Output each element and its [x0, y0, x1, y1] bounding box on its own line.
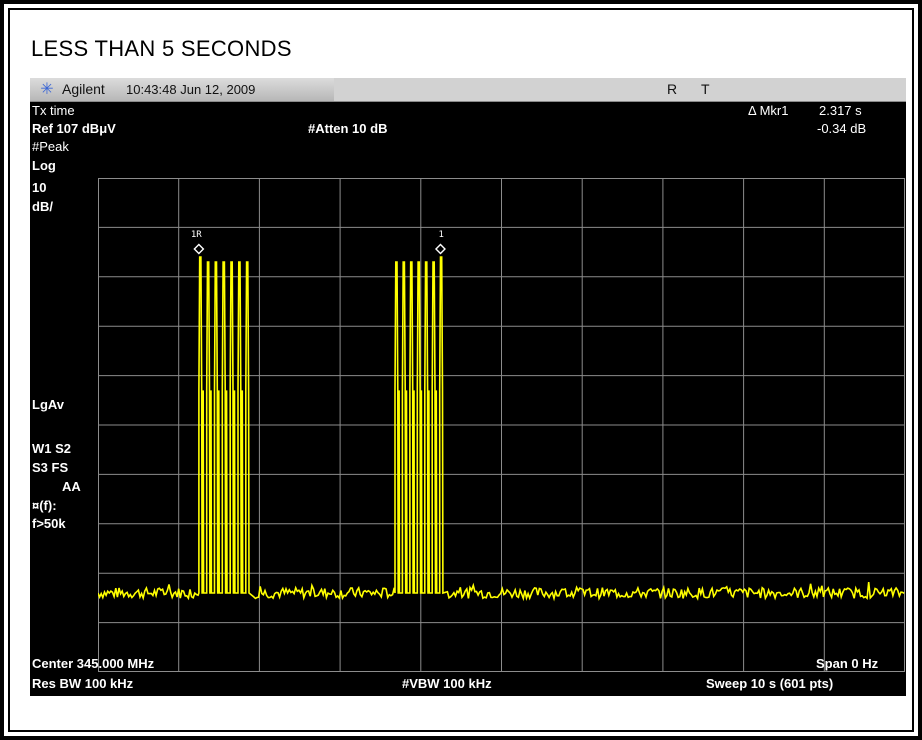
delta-marker-icon	[434, 243, 446, 255]
marker-delta-time: 2.317 s	[819, 103, 862, 118]
title-bar-logo-area: ✳ Agilent 10:43:48 Jun 12, 2009	[30, 78, 334, 101]
title-bar: ✳ Agilent 10:43:48 Jun 12, 2009 R T	[30, 78, 906, 102]
scale-value-label: 10	[32, 180, 47, 195]
span-readout: Span 0 Hz	[816, 656, 879, 671]
sweep-readout: Sweep 10 s (601 pts)	[706, 676, 834, 691]
display-line-3: AA	[62, 479, 81, 494]
trigger-indicator: T	[701, 81, 710, 97]
analyzer-window: ✳ Agilent 10:43:48 Jun 12, 2009 R T Tx t…	[30, 78, 906, 696]
trace-line	[98, 256, 905, 602]
resolution-bandwidth: Res BW 100 kHz	[32, 676, 134, 691]
marker-delta-amplitude: -0.34 dB	[817, 121, 867, 136]
attenuation: #Atten 10 dB	[308, 121, 388, 136]
marker-group: 1R 1	[191, 230, 446, 255]
center-frequency: Center 345.000 MHz	[32, 656, 155, 671]
average-type-label: LgAv	[32, 397, 65, 412]
remote-indicator: R	[667, 81, 678, 97]
title-timestamp: 10:43:48 Jun 12, 2009	[126, 82, 256, 97]
detector-label: #Peak	[32, 139, 69, 154]
display-line-2: S3 FS	[32, 460, 69, 475]
delta-marker-label: 1	[438, 230, 443, 240]
measurement-name: Tx time	[32, 103, 75, 118]
scale-unit-label: dB/	[32, 199, 53, 214]
video-bandwidth: #VBW 100 kHz	[402, 676, 492, 691]
reference-marker-icon	[193, 243, 205, 255]
starburst-icon: ✳	[40, 81, 54, 98]
scale-type-label: Log	[32, 158, 56, 173]
display-line-1: W1 S2	[32, 441, 72, 456]
figure-caption: LESS THAN 5 SECONDS	[31, 36, 292, 61]
reference-marker-label: 1R	[191, 230, 202, 240]
brand-name: Agilent	[62, 81, 105, 97]
trace-group	[98, 256, 905, 602]
marker-readout-label: Δ Mkr1	[748, 103, 789, 118]
correction-value: f>50k	[32, 516, 66, 531]
trace-display: 1R 1	[98, 178, 905, 672]
reference-level: Ref 107 dBμV	[32, 121, 116, 136]
correction-label: ¤(f):	[32, 498, 57, 513]
title-bar-status-area	[334, 78, 906, 101]
